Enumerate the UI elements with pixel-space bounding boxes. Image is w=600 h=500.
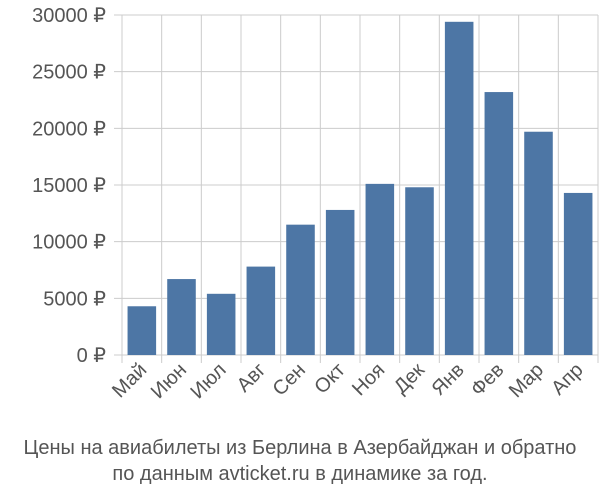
x-tick-label: Авг — [233, 359, 271, 397]
bar-4 — [246, 266, 276, 355]
x-tick-label: Окт — [310, 359, 349, 398]
y-axis-ticks: 0 ₽ 5000 ₽ 10000 ₽ 15000 ₽ 20000 ₽ 25000 ₽ 300… — [32, 5, 106, 367]
bar-7 — [365, 183, 395, 355]
y-tick-label: 5000 ₽ — [43, 288, 106, 310]
x-tick-label: Дек — [390, 359, 429, 398]
bars — [127, 21, 593, 356]
bar-5 — [286, 224, 315, 355]
grid-lines — [114, 14, 599, 363]
x-tick-label: Апр — [547, 359, 588, 400]
caption-line-2: по данным avticket.ru в динамике за год. — [112, 463, 488, 485]
bar-6 — [325, 209, 355, 355]
bar-12 — [563, 192, 593, 355]
bar-2 — [167, 279, 196, 355]
y-tick-label: 15000 ₽ — [32, 175, 106, 197]
bar-chart: 0 ₽ 5000 ₽ 10000 ₽ 15000 ₽ 20000 ₽ 25000 ₽ 300… — [32, 5, 599, 403]
y-tick-label: 20000 ₽ — [32, 118, 106, 140]
x-tick-label: Ноя — [348, 359, 389, 400]
y-tick-label: 0 ₽ — [77, 345, 107, 367]
y-tick-label: 25000 ₽ — [32, 62, 106, 84]
bar-8 — [405, 187, 434, 355]
x-tick-label: Фев — [467, 359, 509, 401]
bar-1 — [127, 306, 157, 355]
x-tick-label: Мар — [505, 359, 548, 402]
bar-3 — [206, 293, 236, 355]
bar-9 — [444, 21, 474, 356]
y-tick-label: 10000 ₽ — [32, 232, 106, 254]
bar-10 — [484, 92, 514, 356]
x-tick-label: Июл — [186, 359, 230, 403]
x-tick-label: Май — [108, 359, 151, 402]
caption-line-1: Цены на авиабилеты из Берлина в Азербайд… — [23, 437, 577, 459]
x-tick-label: Июн — [147, 359, 191, 403]
bar-11 — [524, 131, 553, 355]
y-tick-label: 30000 ₽ — [32, 5, 106, 27]
x-tick-label: Янв — [428, 359, 469, 400]
x-tick-label: Сен — [269, 359, 310, 400]
